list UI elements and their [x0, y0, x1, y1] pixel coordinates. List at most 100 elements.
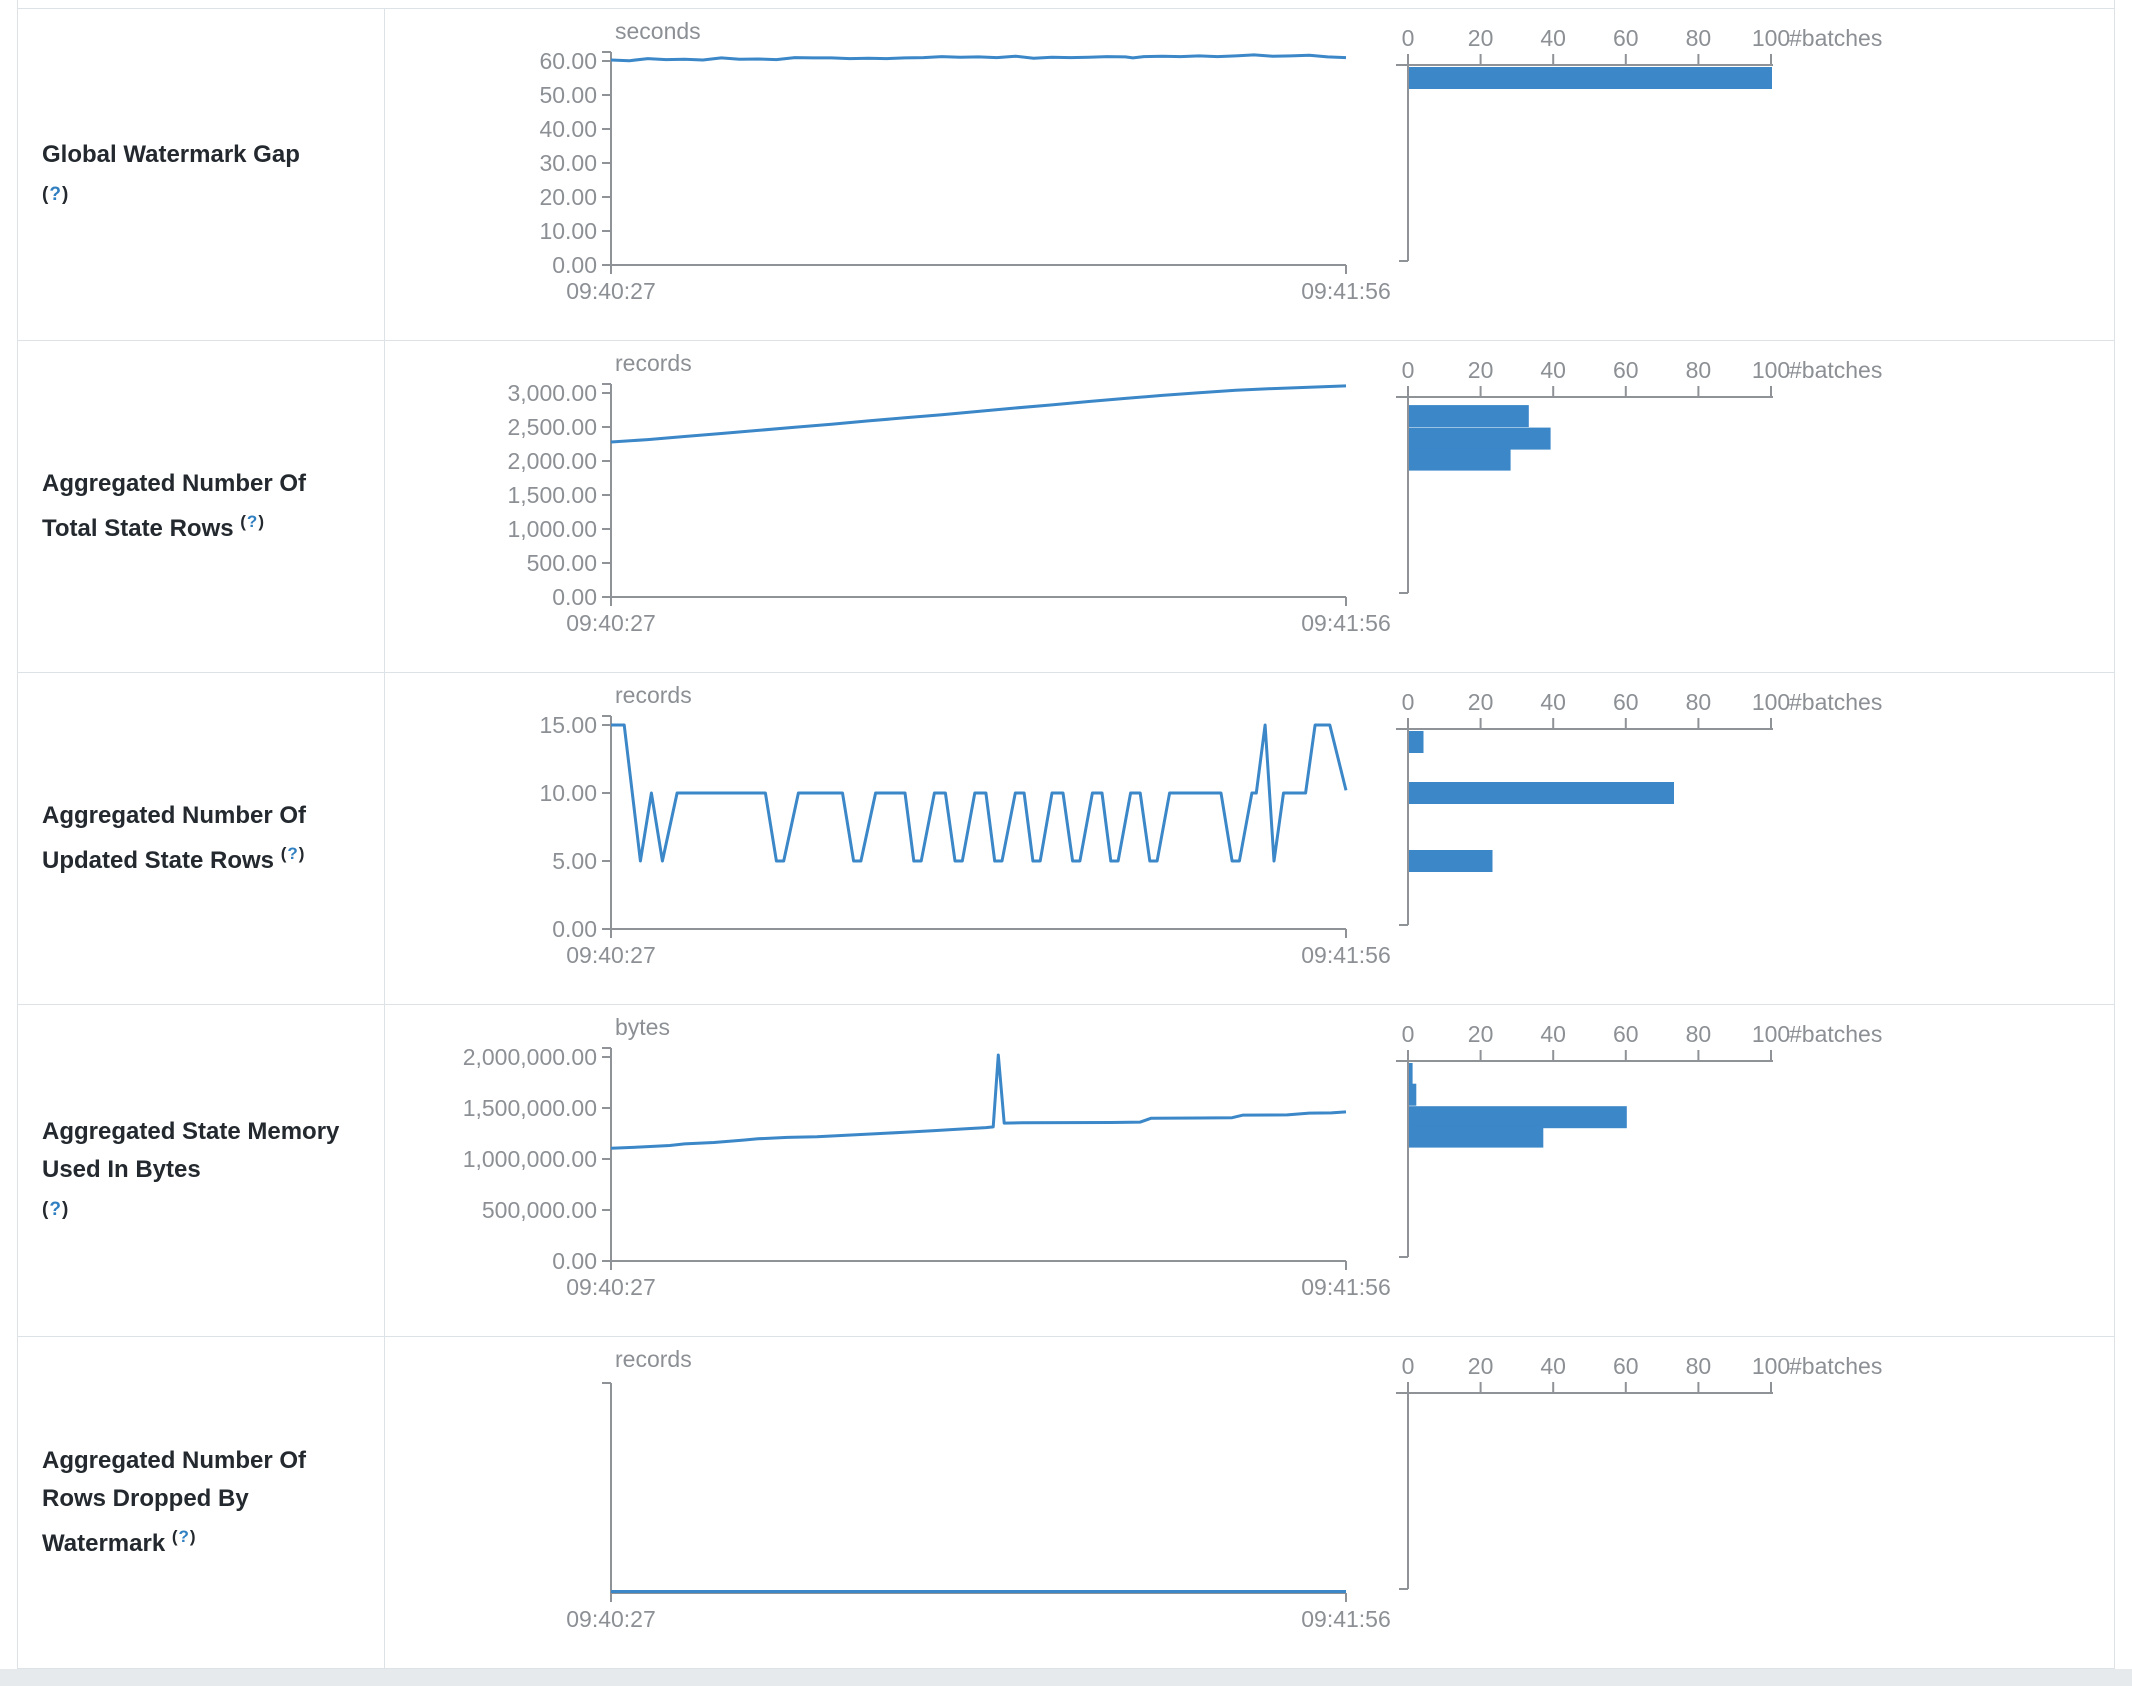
help-paren-open: ( — [171, 1527, 179, 1546]
timeline-x-end-label: 09:41:56 — [1301, 610, 1391, 636]
timeline-series-line — [610, 384, 1347, 444]
help-paren-open: ( — [240, 512, 247, 531]
histogram-tick-label: 80 — [1686, 25, 1712, 51]
help-tooltip-link[interactable]: (?) — [42, 1199, 69, 1220]
timeline-x-end-label: 09:41:56 — [1301, 1606, 1391, 1632]
histogram-tick-label: 60 — [1613, 1353, 1639, 1379]
metric-label-cell: Aggregated Number Of Updated State Rows … — [18, 673, 385, 1004]
metric-row: Aggregated Number Of Updated State Rows … — [18, 673, 2114, 1005]
histogram-tick-label: 40 — [1540, 1353, 1566, 1379]
histogram-y-axis — [1399, 1061, 1409, 1258]
histogram-tick-label: 40 — [1540, 25, 1566, 51]
timeline-y-tick-label: 60.00 — [539, 48, 597, 74]
histogram-tick-label: 80 — [1686, 689, 1712, 715]
row-chart-svg: records 0.00 500.00 1,000.00 1,500.00 2,000.0… — [507, 350, 1882, 636]
help-paren-open: ( — [42, 183, 50, 205]
row-chart-svg: records 0.00 5.00 10.00 15.00 09:40:27 09:41:5… — [539, 682, 1882, 968]
histogram-tick-label: 100 — [1752, 357, 1790, 383]
chart-cell: records 0.00 500.00 1,000.00 1,500.00 2,000.0… — [385, 341, 2114, 672]
histogram-bar — [1409, 1106, 1627, 1129]
timeline-y-tick-label: 0.00 — [552, 916, 597, 942]
chart-cell: records 0.00 5.00 10.00 15.00 09:40:27 09:41:5… — [385, 673, 2114, 1004]
histogram-bar — [1409, 405, 1529, 428]
bottom-page-strip — [0, 1669, 2132, 1686]
row-chart-svg: records 09:40:27 09:41:56 0 20 40 60 80 100#batc… — [566, 1346, 1882, 1632]
timeline-x-end-label: 09:41:56 — [1301, 1274, 1391, 1300]
histogram-tick-label: 0 — [1402, 357, 1415, 383]
timeline-x-axis: 09:40:27 09:41:56 — [566, 264, 1391, 304]
question-mark: ? — [246, 512, 259, 531]
timeline-x-start-label: 09:40:27 — [566, 1274, 656, 1300]
histogram-x-axis: 0 20 40 60 80 100#batches — [1396, 1021, 1882, 1062]
help-tooltip-link[interactable]: (?) — [172, 1527, 197, 1546]
timeline-y-axis: 0.00 500,000.00 1,000,000.00 1,500,000.00 2,… — [463, 1044, 612, 1274]
metric-row: Aggregated Number Of Rows Dropped By Wat… — [18, 1337, 2114, 1669]
timeline-y-tick-label: 500,000.00 — [482, 1197, 597, 1223]
histogram-bar — [1409, 731, 1424, 753]
histogram-bar — [1409, 782, 1674, 804]
histogram-tick-label: 40 — [1540, 357, 1566, 383]
row-chart-svg: bytes 0.00 500,000.00 1,000,000.00 1,500,000… — [463, 1014, 1883, 1300]
histogram-bar — [1409, 448, 1511, 471]
help-tooltip-link[interactable]: (?) — [281, 844, 306, 863]
question-mark: ? — [49, 183, 62, 205]
timeline-unit-label: bytes — [615, 1014, 670, 1040]
timeline-y-tick-label: 50.00 — [539, 82, 597, 108]
timeline-y-tick-label: 1,000,000.00 — [463, 1146, 597, 1172]
timeline-y-axis: 0.00 10.00 20.00 30.00 40.00 50.00 60.00 — [539, 48, 612, 278]
histogram-y-axis — [1399, 397, 1409, 594]
histogram-y-axis — [1399, 65, 1409, 262]
timeline-unit-label: seconds — [615, 18, 701, 44]
histogram-unit-label: #batches — [1789, 25, 1882, 51]
timeline-series-line — [610, 53, 1347, 63]
timeline-unit-label: records — [615, 682, 692, 708]
timeline-y-tick-label: 20.00 — [539, 184, 597, 210]
chart-cell: seconds 0.00 10.00 20.00 30.00 40.00 50.00 60.0… — [385, 9, 2114, 340]
timeline-y-tick-label: 2,500.00 — [507, 414, 597, 440]
histogram-tick-label: 100 — [1752, 1353, 1790, 1379]
metric-row: Global Watermark Gap (?) seconds 0.00 10.00 2… — [18, 9, 2114, 341]
histogram-bar — [1409, 67, 1772, 89]
timeline-x-axis: 09:40:27 09:41:56 — [566, 1592, 1391, 1632]
table-top-sliver — [18, 0, 2114, 9]
help-paren-close: ) — [298, 844, 306, 863]
help-tooltip-link[interactable]: (?) — [42, 184, 69, 205]
histogram-bar — [1409, 427, 1551, 450]
histogram-tick-label: 60 — [1613, 689, 1639, 715]
help-paren-close: ) — [258, 512, 265, 531]
timeline-y-tick-label: 40.00 — [539, 116, 597, 142]
metric-label-cell: Aggregated State Memory Used In Bytes (?) — [18, 1005, 385, 1336]
timeline-unit-label: records — [615, 350, 692, 376]
histogram-tick-label: 40 — [1540, 1021, 1566, 1047]
metric-label: Aggregated Number Of Rows Dropped By Wat… — [42, 1447, 307, 1557]
histogram-tick-label: 40 — [1540, 689, 1566, 715]
question-mark: ? — [49, 1198, 62, 1220]
help-tooltip-link[interactable]: (?) — [240, 512, 265, 531]
histogram-unit-label: #batches — [1789, 357, 1882, 383]
timeline-y-tick-label: 10.00 — [539, 218, 597, 244]
timeline-y-tick-label: 3,000.00 — [507, 380, 597, 406]
timeline-unit-label: records — [615, 1346, 692, 1372]
histogram-bar — [1409, 1083, 1417, 1106]
timeline-x-start-label: 09:40:27 — [566, 942, 656, 968]
histogram-tick-label: 80 — [1686, 1021, 1712, 1047]
histogram-unit-label: #batches — [1789, 689, 1882, 715]
metric-row: Aggregated Number Of Total State Rows (?… — [18, 341, 2114, 673]
histogram-tick-label: 0 — [1402, 25, 1415, 51]
histogram-tick-label: 0 — [1402, 689, 1415, 715]
timeline-y-tick-label: 2,000,000.00 — [463, 1044, 597, 1070]
timeline-y-tick-label: 0.00 — [552, 1248, 597, 1274]
histogram-tick-label: 0 — [1402, 1021, 1415, 1047]
histogram-tick-label: 20 — [1468, 689, 1494, 715]
timeline-x-start-label: 09:40:27 — [566, 610, 656, 636]
histogram-y-axis — [1399, 1393, 1409, 1590]
question-mark: ? — [178, 1527, 190, 1546]
timeline-x-end-label: 09:41:56 — [1301, 278, 1391, 304]
histogram-tick-label: 100 — [1752, 689, 1790, 715]
histogram-tick-label: 20 — [1468, 357, 1494, 383]
help-paren-close: ) — [61, 1198, 70, 1220]
metric-label: Global Watermark Gap — [42, 140, 300, 168]
histogram-tick-label: 20 — [1468, 1021, 1494, 1047]
timeline-y-axis — [602, 1382, 612, 1602]
histogram-unit-label: #batches — [1789, 1021, 1882, 1047]
